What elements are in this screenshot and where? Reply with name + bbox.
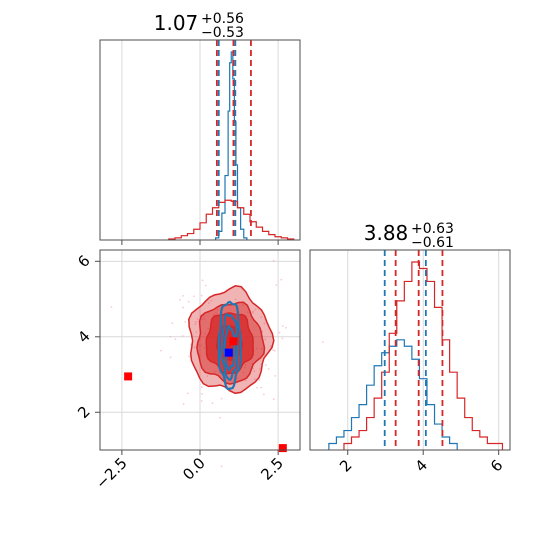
sample-point — [220, 397, 223, 400]
x-tick-label: −2.5 — [92, 454, 130, 492]
param2-title-upper: +0.63 — [411, 221, 454, 237]
sample-point — [244, 379, 247, 382]
sample-point — [179, 298, 181, 301]
sample-point — [272, 349, 274, 351]
sample-point — [263, 322, 266, 325]
y-tick-label: 6 — [74, 252, 93, 271]
sample-point — [253, 378, 256, 381]
x-tick-label: 6 — [487, 456, 506, 475]
sample-point — [200, 400, 203, 402]
sample-point — [160, 349, 162, 352]
sample-point — [254, 308, 257, 311]
sample-point — [110, 306, 113, 309]
sample-point — [192, 295, 195, 298]
blue-contour-level — [223, 324, 236, 372]
red-marker — [229, 337, 238, 346]
param1-histogram-panel — [99, 39, 301, 245]
sample-point — [252, 312, 254, 314]
sample-point — [174, 338, 177, 341]
sample-point — [200, 294, 203, 297]
sample-point — [206, 375, 209, 378]
sample-point — [258, 378, 261, 381]
sample-point — [261, 330, 264, 333]
panel-frame — [309, 249, 511, 451]
sample-point — [182, 403, 185, 406]
sample-point — [186, 392, 189, 395]
param2-title-median: 3.88 — [364, 221, 409, 245]
blue-contour-level — [217, 300, 242, 391]
sample-point — [270, 345, 272, 347]
x-tick-label: 4 — [412, 456, 431, 475]
param2-histogram-panel: 2 4 6 — [309, 249, 511, 476]
blue-marker — [224, 348, 233, 357]
joint-scatter-panel: −2.5 0.0 2.5 2 4 6 — [74, 249, 324, 493]
sample-point — [182, 306, 185, 309]
sample-point — [275, 284, 278, 286]
y-tick-label: 2 — [74, 403, 93, 422]
sample-point — [182, 294, 184, 297]
sample-point — [265, 364, 267, 367]
sample-point — [201, 393, 203, 395]
sample-point — [169, 335, 172, 338]
sample-point — [267, 367, 270, 370]
sample-point — [262, 393, 265, 396]
blue-histogram-series — [215, 51, 248, 240]
sample-point — [273, 349, 276, 352]
sample-point — [196, 318, 199, 320]
sample-point — [220, 465, 223, 468]
sample-point — [272, 398, 275, 401]
x-tick-label: 2.5 — [257, 454, 287, 484]
red-marker — [278, 444, 287, 453]
param1-title-lower: −0.53 — [201, 25, 244, 41]
sample-point — [187, 300, 190, 303]
red-marker — [124, 372, 133, 381]
sample-point — [260, 386, 263, 389]
sample-point — [280, 278, 283, 281]
sample-point — [204, 284, 207, 287]
sample-point — [278, 331, 281, 334]
sample-point — [253, 370, 256, 372]
sample-point — [281, 324, 284, 327]
sample-point — [194, 323, 197, 326]
sample-point — [252, 367, 255, 370]
blue-contour-level — [220, 312, 239, 381]
sample-point — [169, 356, 172, 359]
sample-point — [211, 402, 214, 405]
red-histogram-series — [168, 199, 295, 240]
sample-point — [252, 310, 254, 313]
sample-point — [201, 386, 203, 388]
red-histogram-series — [343, 261, 504, 450]
x-tick-label: 2 — [336, 456, 355, 475]
sample-point — [188, 355, 190, 358]
sample-point — [193, 346, 196, 349]
sample-point — [272, 259, 275, 262]
sample-point — [210, 299, 213, 302]
sample-point — [285, 326, 287, 329]
sample-point — [274, 374, 277, 377]
sample-point — [258, 368, 261, 370]
sample-point — [234, 298, 237, 301]
y-tick-label: 4 — [74, 327, 93, 346]
x-tick-label: 0.0 — [179, 454, 209, 484]
sample-point — [181, 335, 184, 337]
sample-point — [264, 338, 267, 341]
param2-title-lower: −0.61 — [411, 235, 454, 251]
blue-histogram-series — [328, 339, 458, 450]
sample-point — [195, 320, 197, 323]
param1-title-upper: +0.56 — [201, 11, 244, 27]
sample-point — [184, 320, 187, 323]
sample-point — [260, 316, 263, 319]
sample-point — [171, 322, 174, 325]
sample-point — [201, 279, 204, 282]
sample-point — [207, 302, 210, 304]
sample-point — [219, 416, 221, 419]
sample-point — [281, 337, 284, 340]
sample-point — [195, 331, 198, 334]
param1-title-median: 1.07 — [154, 11, 199, 35]
sample-point — [256, 386, 258, 389]
sample-point — [321, 341, 324, 344]
